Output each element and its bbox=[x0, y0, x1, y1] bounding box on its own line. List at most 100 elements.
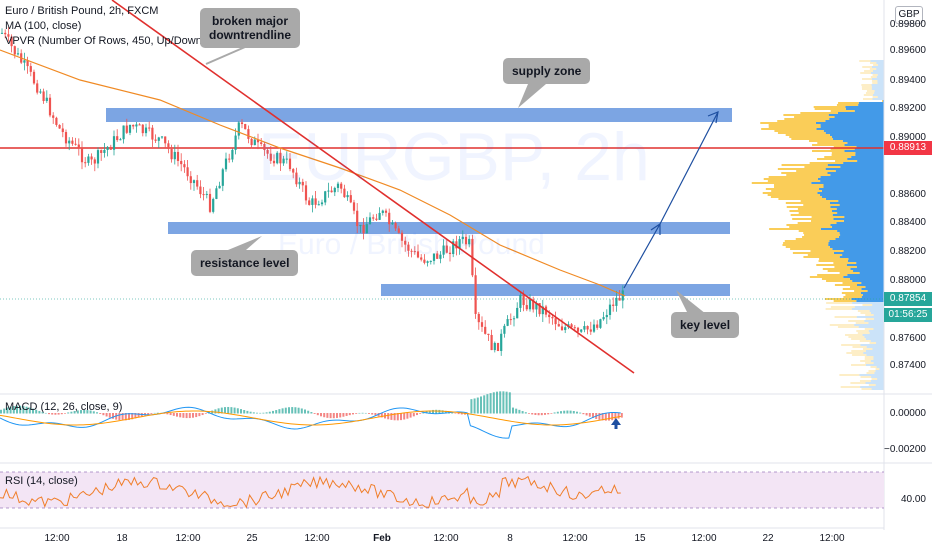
bar-countdown-badge: 01:56:25 bbox=[884, 308, 932, 322]
volume-profile-up-bar bbox=[827, 164, 884, 166]
forecast-arrow[interactable] bbox=[623, 111, 719, 289]
volume-profile-down-bar bbox=[785, 134, 830, 136]
volume-profile-up-bar bbox=[869, 332, 884, 334]
candle-body bbox=[509, 319, 512, 321]
candle-body bbox=[295, 172, 298, 185]
candle-body bbox=[263, 144, 266, 151]
candle-body bbox=[368, 217, 372, 225]
volume-profile-up-bar bbox=[837, 112, 884, 114]
macd-histogram-bar bbox=[316, 413, 319, 416]
volume-profile-down-bar bbox=[869, 342, 877, 344]
macd-histogram-bar bbox=[608, 413, 610, 421]
macd-histogram-bar bbox=[288, 407, 290, 414]
macd-histogram-bar bbox=[28, 407, 31, 414]
rsi-line bbox=[0, 475, 621, 509]
candle-body bbox=[378, 212, 381, 220]
supply-zone-callout[interactable]: supply zone bbox=[503, 58, 591, 84]
macd-histogram-bar bbox=[329, 413, 332, 419]
volume-profile-up-bar bbox=[858, 102, 884, 104]
downtrend-callout[interactable]: broken major downtrendline bbox=[200, 8, 300, 48]
volume-profile-up-bar bbox=[874, 92, 884, 94]
volume-profile-down-bar bbox=[816, 264, 847, 266]
volume-profile-up-bar bbox=[870, 380, 884, 382]
resistance-zone-rect[interactable] bbox=[168, 222, 730, 234]
supply-zone-rect[interactable] bbox=[106, 108, 732, 122]
macd-histogram-bar bbox=[236, 408, 239, 414]
macd-histogram-bar bbox=[566, 410, 569, 414]
key-level-callout[interactable]: key level bbox=[671, 312, 740, 338]
macd-histogram-bar bbox=[156, 412, 159, 414]
macd-histogram-bar bbox=[198, 413, 201, 417]
volume-profile-up-bar bbox=[863, 352, 884, 354]
volume-profile-down-bar bbox=[860, 376, 872, 378]
macd-histogram-bar bbox=[102, 413, 105, 416]
volume-profile-up-bar bbox=[859, 272, 884, 274]
volume-profile-up-bar bbox=[872, 94, 884, 96]
candle-body bbox=[404, 240, 407, 245]
macd-histogram-bar bbox=[60, 413, 63, 415]
symbol-title[interactable]: Euro / British Pound, 2h, FXCM bbox=[5, 5, 159, 17]
volume-profile-up-bar bbox=[845, 106, 884, 108]
price-axis-label: 0.89800 bbox=[889, 19, 926, 30]
candle-body bbox=[119, 139, 122, 141]
macd-histogram-bar bbox=[585, 413, 588, 416]
volume-profile-up-bar bbox=[833, 218, 884, 220]
volume-profile-down-bar bbox=[842, 282, 862, 284]
macd-histogram-bar bbox=[313, 413, 316, 414]
volume-profile-down-bar bbox=[762, 192, 818, 194]
volume-profile-down-bar bbox=[872, 96, 878, 98]
candle-body bbox=[496, 342, 500, 351]
volume-profile-up-bar bbox=[865, 364, 884, 366]
volume-profile-down-bar bbox=[782, 244, 829, 246]
volume-profile-up-bar bbox=[835, 238, 884, 240]
candle-body bbox=[116, 136, 119, 141]
volume-profile-down-bar bbox=[783, 114, 829, 116]
macd-histogram-bar bbox=[521, 411, 524, 414]
macd-histogram-bar bbox=[38, 410, 41, 414]
ma-indicator-legend[interactable]: MA (100, close) bbox=[5, 20, 82, 32]
candle-body bbox=[349, 195, 352, 203]
time-axis-label: 12:00 bbox=[304, 533, 330, 544]
volume-profile-down-bar bbox=[848, 336, 865, 338]
macd-histogram-bar bbox=[515, 408, 518, 414]
candle-body bbox=[608, 304, 612, 315]
macd-histogram-bar bbox=[153, 412, 156, 414]
symbol-watermark: EURGBP, 2h bbox=[258, 119, 650, 195]
volume-profile-up-bar bbox=[847, 158, 884, 160]
volume-profile-down-bar bbox=[857, 310, 870, 312]
macd-histogram-bar bbox=[425, 411, 428, 414]
volume-profile-up-bar bbox=[820, 228, 884, 230]
rsi-indicator-legend[interactable]: RSI (14, close) bbox=[5, 475, 78, 487]
volume-profile-down-bar bbox=[848, 320, 865, 322]
volume-profile-up-bar bbox=[836, 222, 884, 224]
macd-histogram-bar bbox=[89, 410, 92, 414]
volume-profile-up-bar bbox=[856, 284, 884, 286]
key-level-zone-rect[interactable] bbox=[381, 284, 730, 296]
macd-axis-label: 0.00000 bbox=[889, 408, 926, 419]
time-axis-label: 12:00 bbox=[433, 533, 459, 544]
candle-body bbox=[487, 333, 490, 335]
resistance-level-callout[interactable]: resistance level bbox=[191, 250, 299, 276]
macd-histogram-bar bbox=[454, 413, 457, 414]
candle-body bbox=[103, 149, 106, 153]
vpvr-indicator-legend[interactable]: VPVR (Number Of Rows, 450, Up/Down, 70) bbox=[5, 35, 224, 47]
macd-histogram-bar bbox=[544, 413, 546, 415]
volume-profile-down-bar bbox=[768, 124, 821, 126]
volume-profile-up-bar bbox=[853, 270, 884, 272]
volume-profile-down-bar bbox=[789, 210, 833, 212]
candle-body bbox=[503, 325, 506, 334]
volume-profile-up-bar bbox=[842, 254, 884, 256]
candle-body bbox=[320, 202, 324, 205]
candle-body bbox=[410, 250, 413, 252]
downtrend-line[interactable] bbox=[111, 0, 635, 374]
candle-body bbox=[58, 124, 61, 129]
macd-histogram-bar bbox=[470, 399, 473, 414]
currency-button[interactable]: GBP bbox=[895, 6, 923, 24]
volume-profile-up-bar bbox=[837, 212, 884, 214]
candle-body bbox=[256, 139, 260, 143]
volume-profile-up-bar bbox=[830, 174, 884, 176]
macd-indicator-legend[interactable]: MACD (12, 26, close, 9) bbox=[5, 401, 123, 413]
candle-body bbox=[500, 333, 503, 351]
candle-body bbox=[13, 46, 16, 55]
